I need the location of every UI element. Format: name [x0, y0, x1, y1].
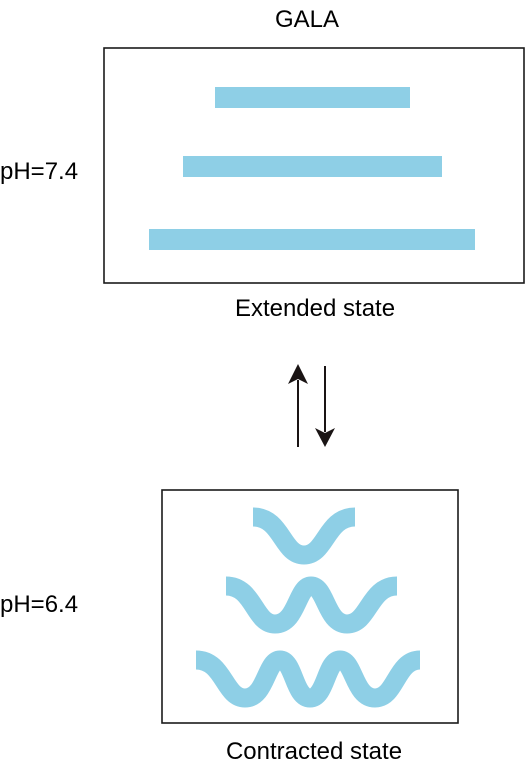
contracted-peptide-two-wave [224, 576, 399, 634]
down-arrow-head [315, 428, 335, 447]
extended-peptide-short [215, 87, 410, 108]
extended-state-panel [103, 47, 525, 284]
diagram-title: GALA [275, 6, 339, 33]
equilibrium-arrows-icon [288, 364, 335, 447]
contracted-state-frame [161, 489, 459, 724]
extended-state-frame [103, 47, 525, 284]
ph-label-extended: pH=7.4 [0, 158, 78, 185]
extended-peptide-medium [183, 156, 442, 177]
contracted-state-caption: Contracted state [226, 738, 402, 765]
up-arrow-head [288, 364, 308, 384]
contracted-state-panel [161, 489, 459, 724]
extended-peptide-long [149, 229, 475, 250]
contracted-peptide-one-wave [251, 507, 357, 565]
contracted-peptide-three-wave [194, 650, 422, 708]
ph-label-contracted: pH=6.4 [0, 591, 78, 618]
extended-state-caption: Extended state [235, 295, 395, 322]
